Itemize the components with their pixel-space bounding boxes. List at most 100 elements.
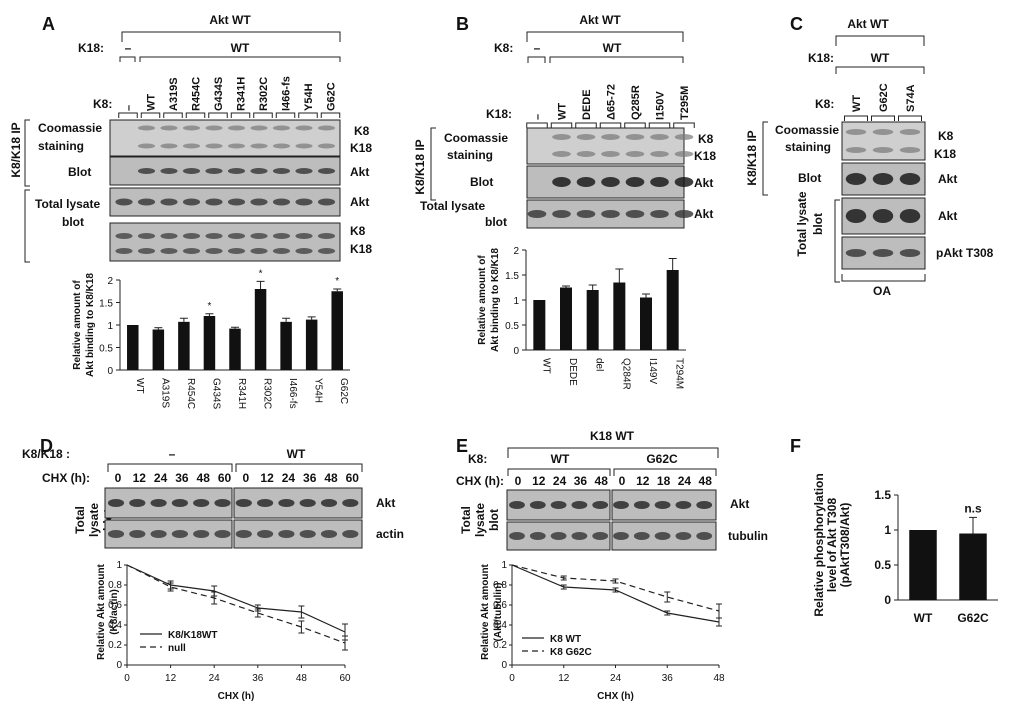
blot-band	[601, 210, 620, 218]
panel-a-total-lysate-label: Total lysate	[35, 197, 100, 211]
time-label: 0	[115, 471, 122, 485]
blot-band	[552, 177, 571, 187]
panel-e-label-akt: Akt	[730, 497, 749, 511]
y-tick-label: 0.4	[108, 620, 122, 631]
bar	[152, 329, 165, 370]
y-tick-label: 0	[513, 346, 519, 357]
panel-e-header-bracket	[507, 447, 719, 458]
blot-band	[107, 530, 125, 538]
x-tick-label: 12	[558, 673, 570, 684]
blot-band	[601, 134, 620, 140]
time-label: 60	[218, 471, 232, 485]
time-label: 48	[595, 474, 609, 488]
y-tick-label: 0.8	[108, 580, 122, 591]
blot-band	[650, 134, 669, 140]
bar	[586, 290, 599, 350]
bar	[560, 287, 572, 350]
blot-band	[205, 248, 223, 254]
blot-band	[299, 499, 316, 507]
lane-label: Δ65-72	[606, 84, 618, 120]
blot-band	[317, 233, 336, 239]
panel-e-group-header: K18 WT	[590, 429, 635, 443]
panel-b-k8-null: –	[534, 41, 541, 55]
blot-band	[320, 499, 338, 507]
lane-label: –	[532, 114, 544, 120]
blot-band	[137, 198, 156, 206]
panel-b-group-header: Akt WT	[579, 13, 621, 27]
blot-band	[529, 532, 546, 540]
bar	[229, 328, 241, 370]
lane-bracket	[844, 115, 868, 121]
blot-band	[295, 168, 313, 174]
panel-a-bands	[115, 125, 336, 254]
lane-label: I466-fs	[281, 76, 293, 111]
lane-label: WT	[851, 95, 863, 112]
blot-band	[272, 168, 291, 174]
panel-d-group-wt: WT	[287, 447, 306, 461]
panel-d-time-labels: 0 12 24 36 48 60 0 12 24 36 48 60	[115, 471, 360, 485]
panel-a-coomassie-label: Coomassie	[38, 121, 102, 135]
blot-band	[550, 532, 567, 540]
series-line	[126, 564, 346, 633]
time-label: 36	[574, 474, 588, 488]
blot-band	[235, 499, 252, 507]
time-label: 12	[532, 474, 546, 488]
panel-b-coomassie-blot	[526, 127, 685, 165]
lane-label: S74A	[905, 84, 917, 112]
y-tick-label: 0	[501, 660, 507, 671]
panel-c-label-pakt: pAkt T308	[936, 246, 994, 260]
x-tick-label: 36	[252, 673, 264, 684]
blot-band	[193, 530, 210, 538]
blot-band	[137, 233, 156, 239]
panel-c-letter: C	[790, 14, 803, 34]
panel-d: D K8/K18 : – WT CHX (h): 0 12 24 36 48 60 0 12 2…	[22, 436, 404, 702]
time-label: 48	[197, 471, 211, 485]
blot-band	[654, 532, 671, 540]
blot-band	[205, 233, 223, 239]
panel-d-actin-wt-blot	[233, 519, 363, 549]
blot-band	[205, 198, 223, 206]
blot-band	[576, 134, 596, 140]
lane-label: I150V	[655, 91, 667, 120]
panel-b-k8-label: K8:	[494, 41, 513, 55]
blot-band	[150, 499, 167, 507]
blot-band	[182, 248, 201, 254]
lane-bracket	[898, 115, 922, 121]
time-label: 0	[619, 474, 626, 488]
panel-c-label-k18: K18	[934, 147, 956, 161]
bar	[178, 321, 190, 370]
blot-band	[115, 233, 133, 239]
blot-band	[592, 501, 609, 509]
bar	[909, 530, 937, 600]
lane-label: G62C	[878, 83, 890, 112]
panel-a-ip-label: K8/K18 IP	[9, 122, 23, 177]
blot-band	[137, 248, 156, 254]
panel-b-letter: B	[456, 14, 469, 34]
blot-band	[205, 143, 223, 149]
lane-bracket	[140, 112, 161, 118]
blot-band	[845, 209, 867, 223]
panel-f-letter: F	[790, 436, 801, 456]
panel-d-label-akt: Akt	[376, 496, 395, 510]
blot-band	[227, 143, 246, 149]
x-tick-label: 0	[124, 673, 130, 684]
blot-band	[696, 532, 713, 540]
panel-c-blot2-label: blot	[811, 213, 825, 235]
y-tick-label: 0.6	[493, 600, 507, 611]
lane-label: Q285R	[630, 85, 642, 120]
blot-band	[227, 248, 246, 254]
panel-d-lysate-label: lysate	[87, 503, 101, 537]
lane-bracket	[871, 115, 895, 121]
blot-band	[872, 249, 894, 257]
blot-band	[295, 143, 313, 149]
panel-b-bands	[527, 134, 694, 218]
lane-label: R454C	[191, 77, 203, 111]
blot-band	[675, 532, 692, 540]
blot-band	[613, 501, 629, 509]
panel-d-chart: 0 0.2 0.4 0.6 0.8 1 0 12 24 36 48 60 CHX (h) K8/K18WT…	[96, 560, 351, 702]
blot-band	[576, 151, 596, 157]
panel-c-oa-bracket	[841, 274, 926, 282]
blot-band	[317, 198, 336, 206]
blot-band	[674, 210, 694, 218]
panel-b-label-akt: Akt	[694, 176, 713, 190]
